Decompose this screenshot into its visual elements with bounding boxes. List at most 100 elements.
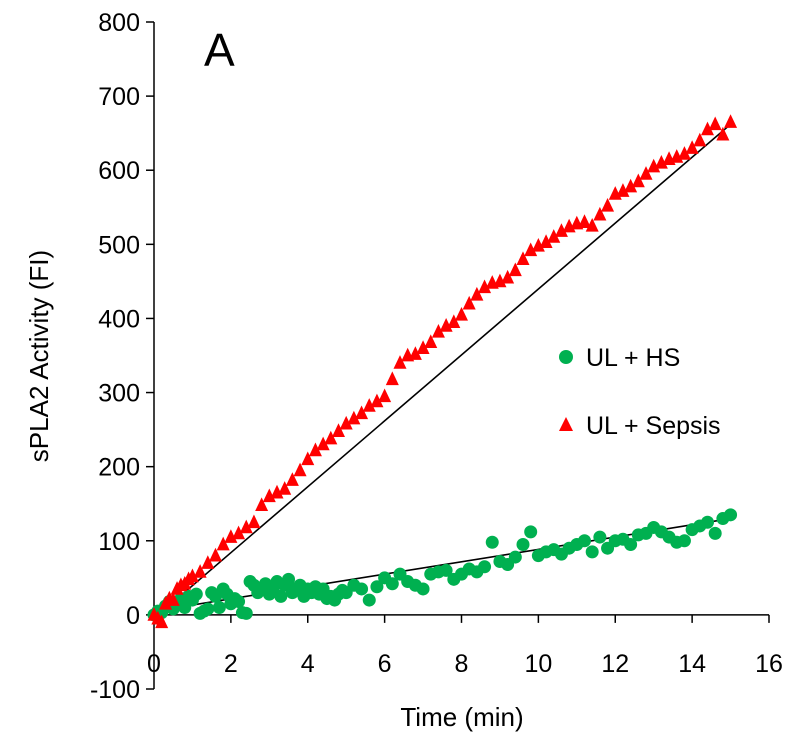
- y-tick-label: 300: [98, 380, 140, 408]
- data-point-sepsis: [501, 269, 515, 284]
- data-point-sepsis: [185, 568, 199, 583]
- data-point-hs: [516, 537, 530, 551]
- y-tick-label: 400: [98, 305, 140, 333]
- data-point-hs: [439, 563, 453, 577]
- data-point-hs: [274, 589, 288, 603]
- y-tick-label: 0: [126, 602, 140, 630]
- data-point-hs: [724, 508, 738, 522]
- data-point-sepsis: [447, 314, 461, 328]
- legend-marker-hs: [559, 350, 573, 364]
- data-point-sepsis: [701, 121, 714, 136]
- data-point-sepsis: [601, 197, 615, 212]
- data-point-sepsis: [224, 529, 238, 543]
- data-point-hs: [282, 572, 296, 586]
- data-point-sepsis: [308, 442, 322, 457]
- data-point-sepsis: [247, 514, 261, 529]
- data-point-sepsis: [293, 462, 307, 477]
- data-point-sepsis: [332, 423, 345, 437]
- x-axis-title: Time (min): [400, 702, 523, 732]
- data-point-sepsis: [708, 116, 722, 131]
- data-point-sepsis: [693, 132, 707, 147]
- data-point-sepsis: [654, 155, 668, 169]
- data-point-sepsis: [385, 371, 399, 386]
- data-point-hs: [385, 577, 399, 591]
- data-point-sepsis: [316, 436, 330, 451]
- y-tick-label: 100: [98, 528, 140, 556]
- data-point-sepsis: [631, 173, 645, 188]
- data-point-hs: [189, 587, 203, 601]
- y-axis-title: sPLA2 Activity (FI): [24, 250, 54, 462]
- x-tick-label: 2: [224, 650, 238, 678]
- x-tick-label: 4: [301, 650, 315, 678]
- data-point-hs: [485, 535, 499, 549]
- data-point-hs: [478, 560, 492, 574]
- data-point-sepsis: [370, 393, 384, 408]
- data-point-sepsis: [278, 481, 292, 495]
- data-point-hs: [370, 580, 384, 594]
- trendline-sepsis: [153, 123, 732, 620]
- y-tick-label: 600: [98, 157, 140, 185]
- data-point-hs: [416, 582, 430, 596]
- data-point-sepsis: [439, 318, 453, 332]
- data-point-sepsis: [232, 525, 246, 540]
- data-point-sepsis: [355, 405, 369, 420]
- x-tick-label: 6: [378, 650, 392, 678]
- data-point-sepsis: [362, 398, 376, 412]
- data-point-sepsis: [201, 555, 215, 569]
- data-point-hs: [578, 534, 591, 548]
- data-point-hs: [355, 582, 369, 596]
- legend-marker-sepsis: [559, 417, 573, 431]
- x-tick-label: 10: [524, 650, 552, 678]
- panel-label: A: [204, 24, 235, 76]
- data-point-sepsis: [470, 286, 484, 301]
- data-point-sepsis: [239, 519, 253, 534]
- data-point-sepsis: [209, 547, 222, 562]
- data-point-sepsis: [324, 430, 338, 445]
- y-tick-label: 200: [98, 454, 140, 482]
- data-point-sepsis: [285, 472, 299, 486]
- data-point-sepsis: [539, 234, 553, 248]
- data-point-hs: [201, 602, 215, 616]
- legend-label: UL + Sepsis: [586, 412, 721, 440]
- y-tick-label: -100: [90, 676, 140, 704]
- data-point-sepsis: [301, 451, 315, 466]
- x-tick-label: 12: [601, 650, 629, 678]
- data-point-sepsis: [524, 242, 538, 257]
- data-point-sepsis: [724, 114, 738, 128]
- data-point-hs: [212, 600, 226, 614]
- y-tick-label: 500: [98, 231, 140, 259]
- data-point-sepsis: [578, 214, 591, 228]
- data-point-hs: [585, 545, 599, 559]
- data-point-hs: [524, 525, 538, 539]
- data-point-sepsis: [216, 536, 230, 551]
- y-tick-label: 800: [98, 9, 140, 37]
- data-point-hs: [362, 593, 376, 607]
- x-tick-label: 14: [678, 650, 706, 678]
- data-point-sepsis: [255, 497, 269, 512]
- data-point-sepsis: [462, 295, 476, 310]
- data-point-sepsis: [616, 183, 630, 197]
- data-point-sepsis: [547, 229, 561, 243]
- data-point-sepsis: [639, 166, 653, 180]
- data-point-sepsis: [531, 238, 545, 252]
- legend-label: UL + HS: [586, 344, 680, 372]
- data-point-hs: [677, 534, 691, 548]
- data-point-sepsis: [585, 218, 599, 232]
- data-point-sepsis: [516, 251, 530, 266]
- data-point-sepsis: [677, 146, 691, 160]
- data-point-hs: [701, 515, 714, 529]
- data-point-hs: [624, 537, 638, 551]
- data-point-sepsis: [716, 126, 730, 141]
- data-point-hs: [708, 526, 722, 540]
- data-point-sepsis: [455, 306, 468, 321]
- data-point-sepsis: [393, 355, 407, 369]
- data-point-sepsis: [416, 340, 430, 354]
- data-points: [147, 114, 738, 629]
- data-point-sepsis: [262, 488, 276, 503]
- data-point-sepsis: [347, 410, 361, 425]
- data-point-hs: [239, 606, 253, 620]
- y-tick-label: 700: [98, 83, 140, 111]
- data-point-sepsis: [647, 158, 661, 173]
